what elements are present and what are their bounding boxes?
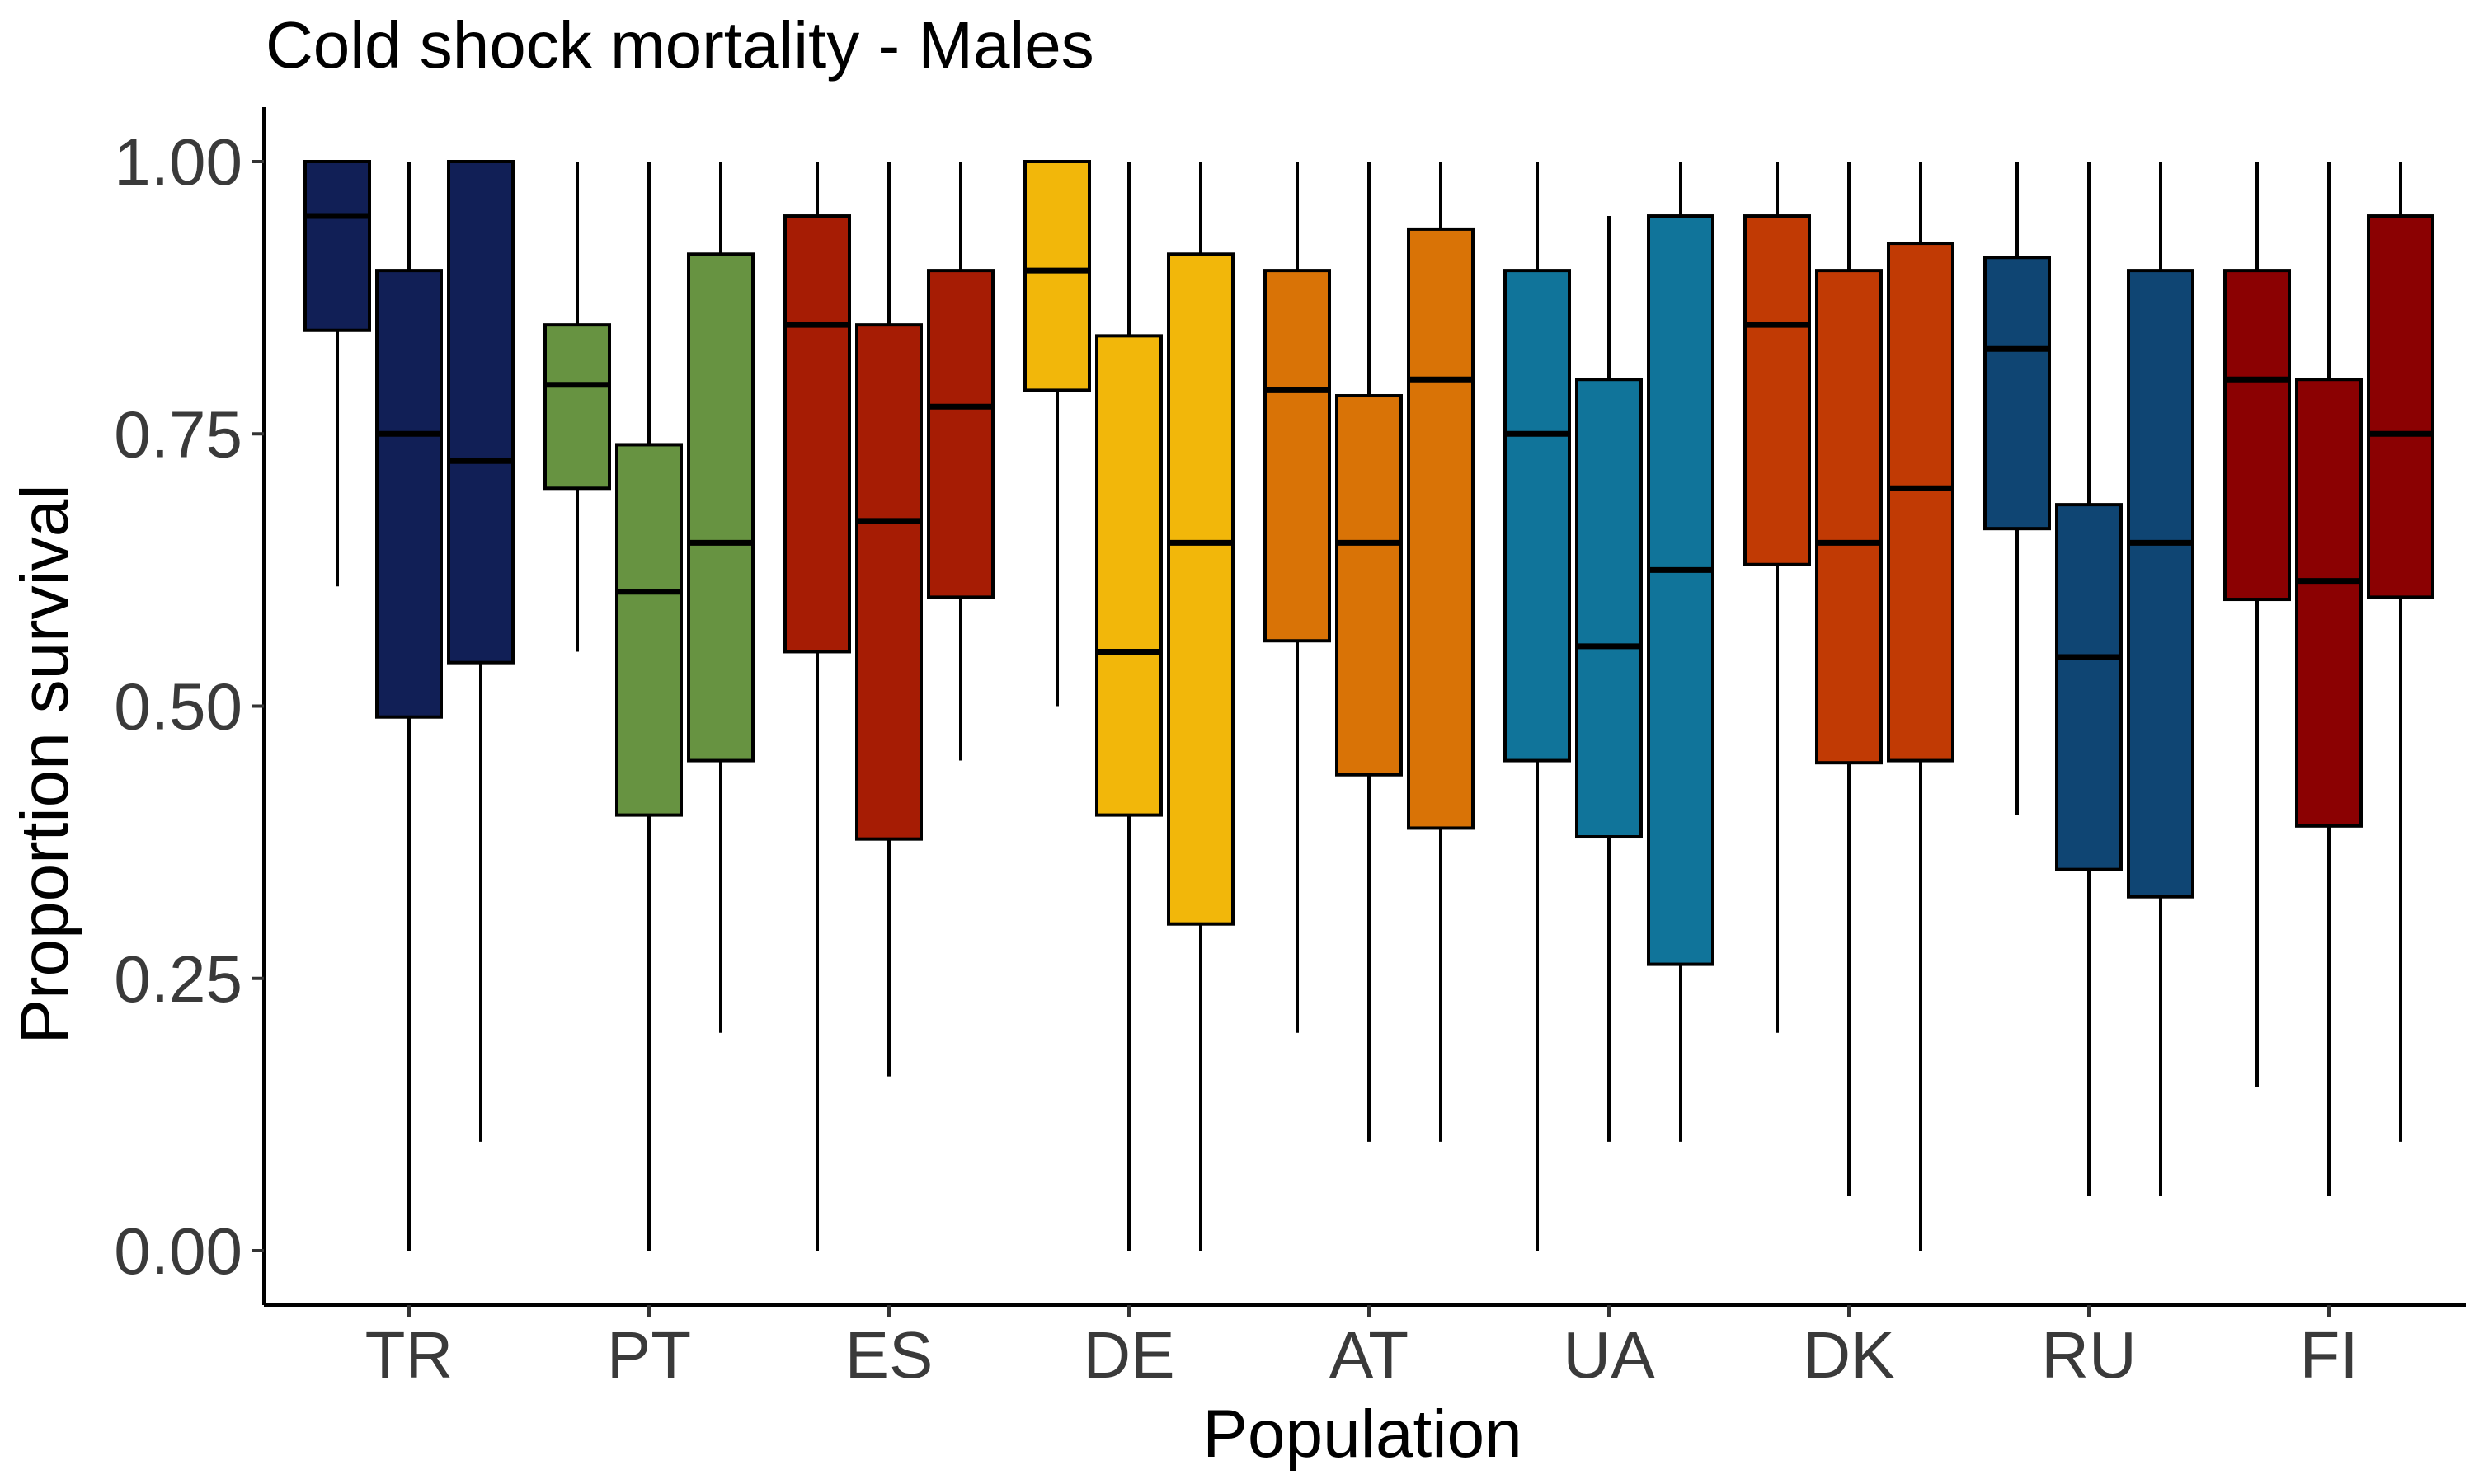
y-tick-label: 0.00	[114, 1214, 242, 1288]
box-group-tr	[303, 160, 515, 1251]
x-axis-title: Population	[1202, 1397, 1522, 1472]
box-iqr	[2223, 269, 2291, 602]
box-group-ru	[1983, 162, 2194, 1196]
box-iqr	[783, 214, 851, 654]
box-iqr	[543, 323, 611, 491]
x-tick-label: TR	[365, 1318, 454, 1392]
box-iqr	[855, 323, 923, 841]
box-group-dk	[1743, 162, 1954, 1251]
box-iqr	[2055, 503, 2123, 871]
box-iqr	[1983, 256, 2051, 531]
box-group-de	[1023, 160, 1235, 1251]
box-iqr	[615, 443, 683, 817]
box-iqr	[303, 160, 371, 332]
box-iqr	[1023, 160, 1091, 392]
box-group-ua	[1503, 162, 1714, 1251]
box-group-fi	[2223, 162, 2434, 1196]
box-group-es	[783, 162, 995, 1251]
box-iqr	[1887, 242, 1954, 763]
chart-title: Cold shock mortality - Males	[266, 8, 1094, 82]
y-tick-label: 1.00	[114, 125, 242, 199]
x-tick-label: FI	[2299, 1318, 2358, 1392]
plot-area	[303, 160, 2434, 1251]
box-iqr	[1335, 394, 1403, 777]
box-iqr	[1095, 334, 1163, 817]
axes: 0.00 0.25 0.50 0.75 1.00 TR PT ES DE AT UA DK RU FI	[114, 107, 2466, 1392]
box-iqr	[2295, 378, 2363, 828]
box-iqr	[1815, 269, 1883, 765]
y-axis-title: Proportion survival	[7, 484, 82, 1044]
x-tick-label: PT	[607, 1318, 691, 1392]
box-iqr	[447, 160, 515, 665]
box-iqr	[1407, 227, 1475, 830]
x-tick-label: DE	[1083, 1318, 1174, 1392]
box-iqr	[687, 252, 755, 763]
y-tick-label: 0.75	[114, 397, 242, 471]
box-iqr	[1743, 214, 1811, 566]
box-iqr	[1647, 214, 1714, 966]
x-tick-label: AT	[1329, 1318, 1409, 1392]
box-group-at	[1263, 162, 1475, 1142]
x-tick-label: UA	[1563, 1318, 1655, 1392]
box-iqr	[927, 269, 995, 599]
x-tick-label: DK	[1803, 1318, 1894, 1392]
y-tick-label: 0.25	[114, 942, 242, 1016]
y-tick-label: 0.50	[114, 670, 242, 744]
box-iqr	[2367, 214, 2434, 599]
box-iqr	[1167, 252, 1235, 926]
box-iqr	[375, 269, 443, 719]
x-tick-label: RU	[2041, 1318, 2137, 1392]
box-group-pt	[543, 162, 755, 1251]
x-tick-label: ES	[845, 1318, 934, 1392]
box-iqr	[1575, 378, 1643, 839]
box-iqr	[1263, 269, 1331, 643]
box-iqr	[2127, 269, 2194, 899]
box-iqr	[1503, 269, 1571, 763]
